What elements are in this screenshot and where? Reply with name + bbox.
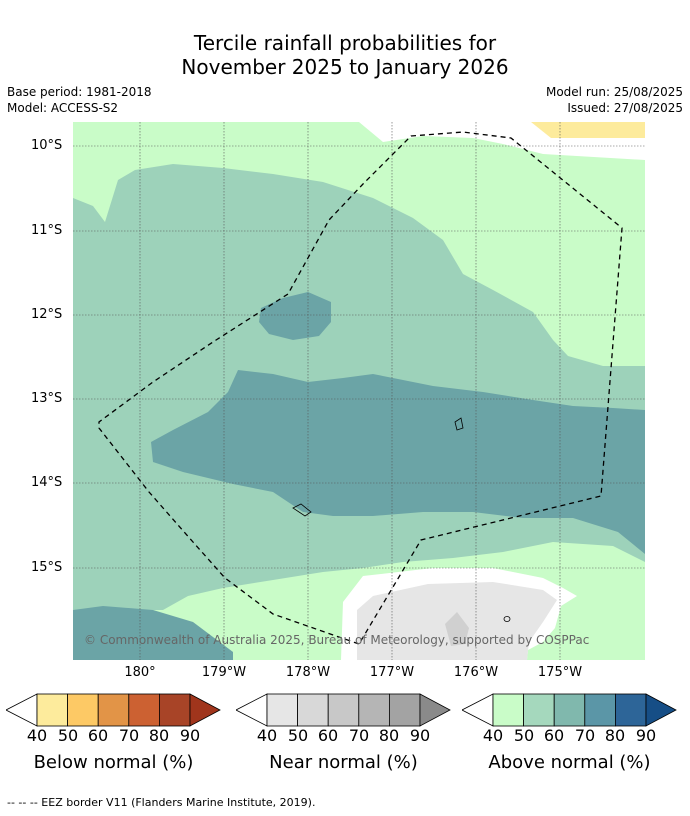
legend-below-title: Below normal (%) (33, 752, 194, 773)
legend-tick: 60 (317, 726, 339, 745)
legend-near-swatch (388, 693, 421, 727)
legend-tick: 40 (482, 726, 504, 745)
map-canvas (73, 122, 645, 660)
below-40-50-region (531, 122, 645, 138)
probability-map[interactable] (73, 122, 645, 660)
legend-tick: 50 (513, 726, 535, 745)
model-run: Model run: 25/08/2025 (545, 85, 683, 99)
island-wallis (454, 417, 464, 431)
lon-label-176w: 176°W (453, 665, 499, 680)
legend-tick: 60 (87, 726, 109, 745)
legend-tick: 70 (118, 726, 140, 745)
legend-tick: 40 (26, 726, 48, 745)
lat-label-12s: 12°S (31, 307, 63, 322)
above-60-70-corner (73, 606, 233, 660)
lat-label-11s: 11°S (31, 223, 63, 238)
legend-above-extend (645, 693, 677, 727)
lon-label-180: 180° (124, 665, 156, 680)
legend-tick: 90 (635, 726, 657, 745)
legend-near-swatch (358, 693, 390, 727)
copyright-text: © Commonwealth of Australia 2025, Bureau… (84, 633, 590, 647)
lat-label-13s: 13°S (31, 391, 63, 406)
near-50-60-patch (445, 612, 469, 646)
legend-near-swatch (297, 693, 329, 727)
lat-label-10s: 10°S (31, 138, 63, 153)
legend-above-swatch (614, 693, 647, 727)
legend-below-swatch (97, 693, 130, 727)
legend-above-swatch (492, 693, 525, 727)
legend-above-colorbar (462, 693, 677, 727)
meta-right: Model run: 25/08/2025 Issued: 27/08/2025 (546, 84, 683, 116)
legend-tick: 90 (179, 726, 201, 745)
legend-near-swatch (266, 693, 299, 727)
above-60-70-patch (259, 292, 331, 340)
legend-below-swatch (36, 693, 69, 727)
base-period: Base period: 1981-2018 (7, 85, 152, 99)
legend-below-swatch (67, 693, 99, 727)
meta-left: Base period: 1981-2018 Model: ACCESS-S2 (7, 84, 152, 116)
lat-label-14s: 14°S (31, 475, 63, 490)
lon-label-175w: 175°W (537, 665, 583, 680)
legend-above-swatch (553, 693, 586, 727)
chart-title: Tercile rainfall probabilities for Novem… (0, 31, 690, 79)
eez-border (98, 131, 623, 645)
legend-above-title: Above normal (%) (488, 752, 651, 773)
legend-above-swatches (492, 693, 647, 727)
legend-tick: 60 (543, 726, 565, 745)
issued-date: Issued: 27/08/2025 (567, 101, 683, 115)
legend-tick: 70 (574, 726, 596, 745)
legend-tick: 50 (57, 726, 79, 745)
legend-tick: 80 (148, 726, 170, 745)
title-line-1: Tercile rainfall probabilities for (193, 31, 497, 55)
legend-tick: 70 (348, 726, 370, 745)
legend-below-extend (189, 693, 221, 727)
legend-below-swatch (128, 693, 160, 727)
model-name: Model: ACCESS-S2 (7, 101, 119, 115)
legend-near-swatch (327, 693, 360, 727)
legend-below-swatches (36, 693, 191, 727)
lat-label-15s: 15°S (31, 560, 63, 575)
island-futuna (292, 503, 312, 517)
footer-note: -- -- -- EEZ border V11 (Flanders Marine… (7, 796, 316, 809)
legend-tick: 80 (604, 726, 626, 745)
above-60-70-region (151, 370, 645, 554)
title-line-2: November 2025 to January 2026 (181, 55, 509, 79)
legend-tick: 40 (256, 726, 278, 745)
island-small (503, 616, 511, 622)
legend-above-swatch (523, 693, 555, 727)
legend-near-swatches (266, 693, 421, 727)
legend-near-colorbar (236, 693, 451, 727)
legend-near-title: Near normal (%) (269, 752, 418, 773)
legend-near-extend (419, 693, 451, 727)
legend-tick: 90 (409, 726, 431, 745)
lon-label-179w: 179°W (201, 665, 247, 680)
lon-label-178w: 178°W (285, 665, 331, 680)
graticule (73, 122, 645, 660)
lon-label-177w: 177°W (369, 665, 415, 680)
legend-below-colorbar (6, 693, 221, 727)
legend-below-swatch (158, 693, 191, 727)
legend-tick: 80 (378, 726, 400, 745)
legend-above-swatch (584, 693, 616, 727)
legend-tick: 50 (287, 726, 309, 745)
